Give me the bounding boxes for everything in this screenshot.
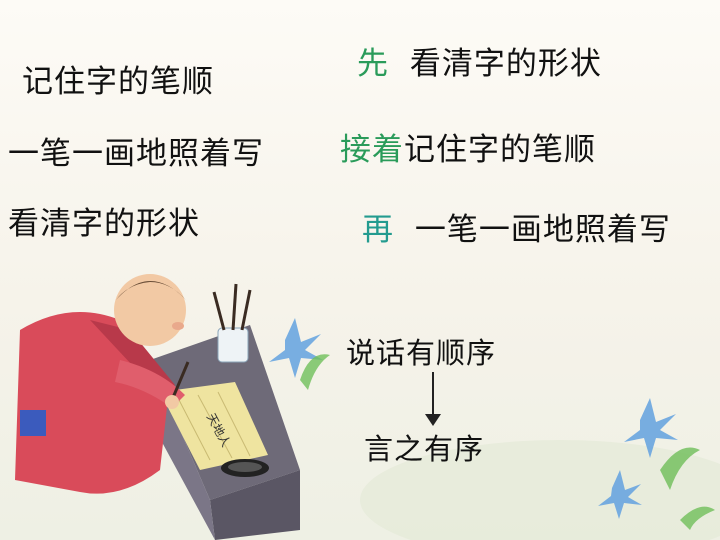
marker-then: 再: [362, 212, 394, 248]
right-row-3: 再 一笔一画地照着写: [362, 204, 671, 249]
marker-first: 先: [357, 46, 389, 82]
right-row-2-text: 记住字的笔顺: [404, 132, 596, 168]
flow-top-text: 说话有顺序: [346, 336, 497, 370]
marker-next: 接着: [340, 132, 404, 168]
left-line-2: 一笔一画地照着写: [8, 136, 264, 172]
left-line-3: 看清字的形状: [8, 206, 200, 242]
down-arrow-line: [432, 372, 434, 418]
flow-bottom-text: 言之有序: [364, 432, 485, 466]
right-row-1-text: 看清字的形状: [409, 46, 602, 82]
down-arrow-icon: [425, 414, 441, 426]
left-line-1: 记住字的笔顺: [22, 64, 214, 100]
right-row-2: 接着记住字的笔顺: [340, 124, 596, 169]
right-row-3-text: 一笔一画地照着写: [414, 212, 671, 248]
right-row-1: 先 看清字的形状: [357, 38, 602, 83]
